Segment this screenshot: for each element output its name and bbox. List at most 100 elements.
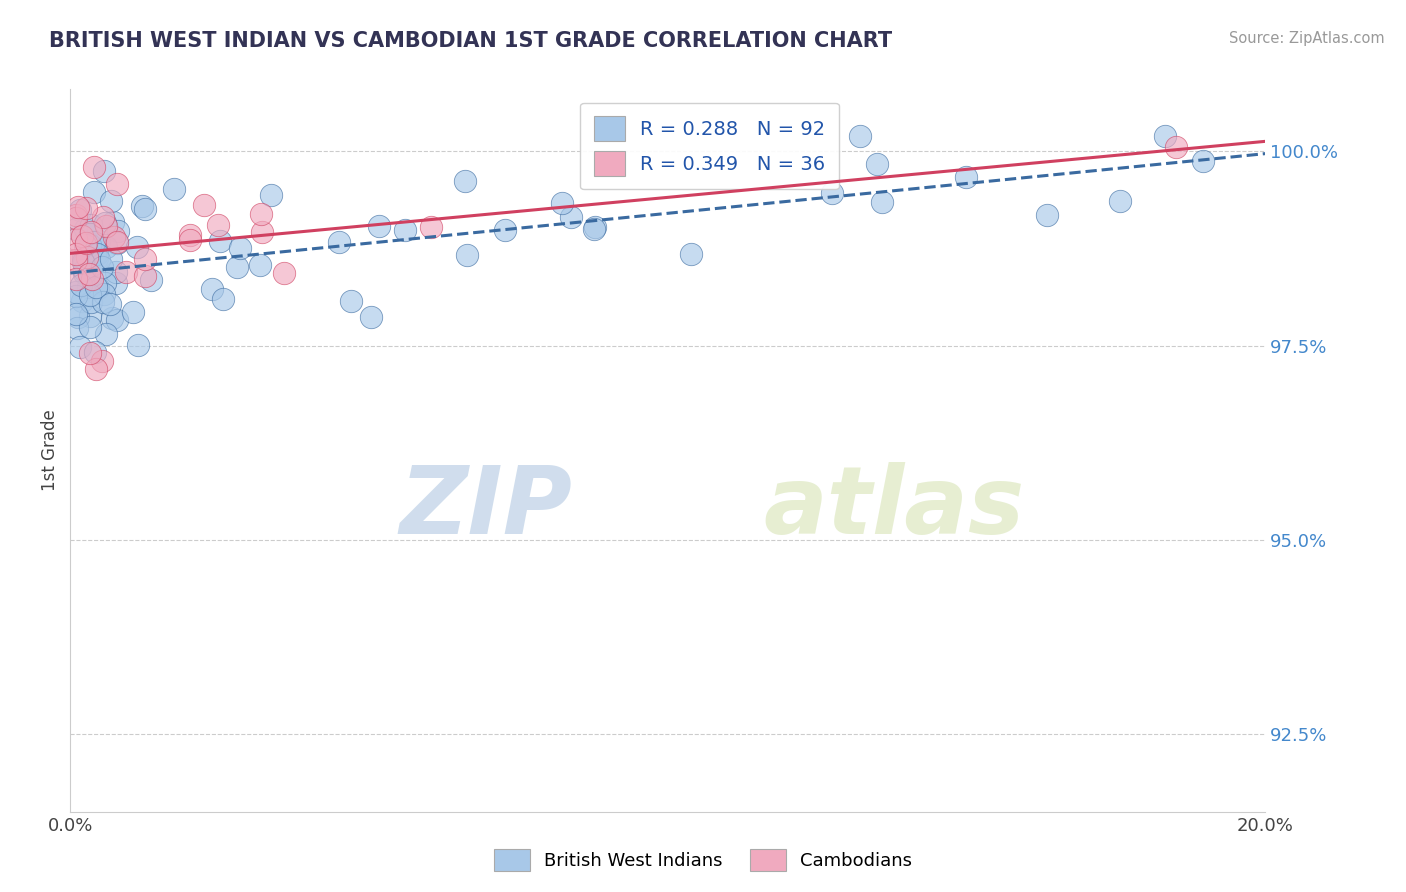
Point	[83, 185, 105, 199]
Point	[65, 232, 87, 246]
Point	[107, 224, 129, 238]
Legend: British West Indians, Cambodians: British West Indians, Cambodians	[486, 842, 920, 879]
Point	[66, 321, 89, 335]
Point	[75, 222, 97, 236]
Point	[76, 250, 98, 264]
Point	[96, 219, 118, 233]
Point	[105, 177, 128, 191]
Point	[98, 296, 121, 310]
Point	[94, 276, 117, 290]
Point	[65, 253, 87, 268]
Point	[75, 236, 97, 251]
Point	[100, 311, 122, 326]
Text: atlas: atlas	[763, 462, 1025, 554]
Point	[105, 313, 128, 327]
Point	[125, 240, 148, 254]
Point	[77, 279, 100, 293]
Point	[72, 254, 94, 268]
Point	[91, 354, 114, 368]
Point	[87, 253, 110, 268]
Point	[83, 235, 105, 249]
Point	[420, 219, 443, 234]
Point	[87, 235, 110, 249]
Point	[105, 265, 128, 279]
Point	[73, 262, 96, 277]
Point	[212, 293, 235, 307]
Point	[1109, 194, 1132, 209]
Point	[93, 164, 115, 178]
Point	[551, 196, 574, 211]
Point	[122, 305, 145, 319]
Point	[79, 309, 101, 323]
Point	[77, 260, 100, 275]
Point	[454, 174, 477, 188]
Point	[94, 216, 117, 230]
Point	[583, 221, 606, 235]
Point	[75, 260, 97, 274]
Point	[100, 194, 122, 209]
Point	[259, 187, 281, 202]
Point	[193, 197, 215, 211]
Point	[273, 266, 295, 280]
Point	[83, 160, 105, 174]
Point	[250, 207, 273, 221]
Text: BRITISH WEST INDIAN VS CAMBODIAN 1ST GRADE CORRELATION CHART: BRITISH WEST INDIAN VS CAMBODIAN 1ST GRA…	[49, 31, 893, 51]
Point	[456, 248, 478, 262]
Point	[80, 219, 103, 233]
Point	[139, 273, 162, 287]
Point	[77, 267, 100, 281]
Point	[163, 182, 186, 196]
Point	[131, 199, 153, 213]
Point	[179, 233, 201, 247]
Point	[1164, 140, 1187, 154]
Point	[90, 260, 112, 275]
Point	[249, 258, 271, 272]
Point	[69, 278, 91, 293]
Point	[79, 319, 101, 334]
Point	[955, 170, 977, 185]
Point	[84, 279, 107, 293]
Point	[866, 157, 889, 171]
Point	[75, 237, 97, 252]
Point	[134, 268, 156, 283]
Point	[93, 287, 115, 301]
Point	[681, 246, 703, 260]
Point	[79, 227, 101, 242]
Text: ZIP: ZIP	[399, 462, 572, 554]
Point	[86, 280, 108, 294]
Point	[72, 294, 94, 309]
Point	[86, 247, 108, 261]
Point	[328, 235, 350, 249]
Point	[494, 222, 516, 236]
Legend: R = 0.288   N = 92, R = 0.349   N = 36: R = 0.288 N = 92, R = 0.349 N = 36	[581, 103, 839, 189]
Point	[82, 272, 104, 286]
Point	[79, 288, 101, 302]
Point	[127, 338, 149, 352]
Point	[67, 200, 90, 214]
Y-axis label: 1st Grade: 1st Grade	[41, 409, 59, 491]
Point	[73, 266, 96, 280]
Point	[79, 295, 101, 310]
Point	[115, 265, 138, 279]
Point	[360, 310, 382, 325]
Point	[69, 340, 91, 354]
Point	[65, 222, 87, 236]
Point	[80, 260, 103, 274]
Point	[560, 210, 582, 224]
Point	[103, 229, 125, 244]
Point	[80, 225, 103, 239]
Point	[84, 344, 107, 359]
Point	[84, 362, 107, 376]
Point	[201, 282, 224, 296]
Point	[72, 251, 94, 265]
Point	[73, 256, 96, 270]
Point	[250, 225, 273, 239]
Point	[93, 294, 115, 309]
Point	[1036, 208, 1059, 222]
Point	[65, 246, 87, 260]
Point	[69, 203, 91, 218]
Point	[226, 260, 249, 274]
Point	[849, 128, 872, 143]
Point	[100, 252, 122, 266]
Point	[96, 240, 118, 254]
